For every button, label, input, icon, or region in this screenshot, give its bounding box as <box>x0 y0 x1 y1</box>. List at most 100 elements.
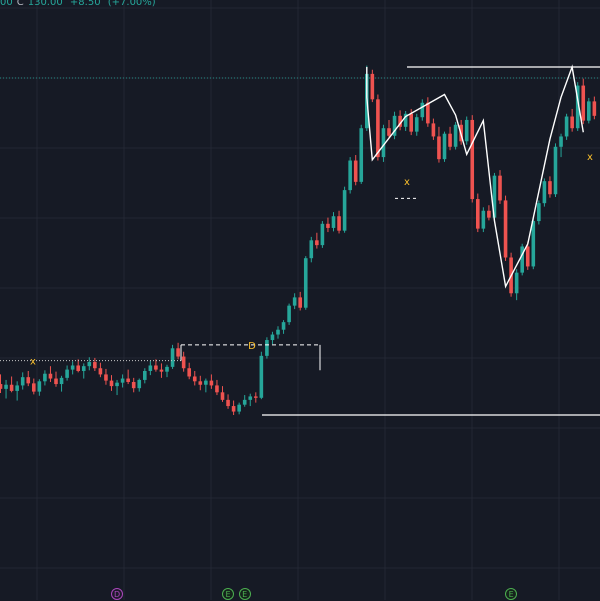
candle-body <box>320 223 325 246</box>
candle-body <box>226 399 230 407</box>
candle-body <box>414 117 419 132</box>
candle-body <box>9 384 14 391</box>
candle-body <box>281 322 286 330</box>
candle-body <box>48 373 53 379</box>
candle-body <box>337 216 341 231</box>
candle-body <box>542 181 547 204</box>
candle-body <box>76 365 80 371</box>
candle-body <box>381 128 386 158</box>
candle-body <box>531 221 536 267</box>
candle-body <box>65 369 69 378</box>
candle-body <box>109 380 114 387</box>
candle-body <box>392 115 397 136</box>
x-marker-label: x <box>587 152 593 163</box>
candle-body <box>26 377 31 384</box>
x-marker-label: x <box>404 177 410 188</box>
candle-body <box>37 381 42 392</box>
legend-close-value: 130.00 <box>27 0 63 8</box>
candle-body <box>4 384 8 389</box>
candle-body <box>254 396 258 398</box>
candle-body <box>220 392 225 400</box>
candle-body <box>181 356 186 369</box>
earnings-badge[interactable]: E <box>238 588 251 600</box>
candle-body <box>498 175 502 201</box>
candle-body <box>503 200 508 258</box>
candle-body <box>131 381 136 389</box>
x-marker-label: x <box>30 357 36 368</box>
candle-body <box>481 210 486 229</box>
candle-body <box>431 123 436 137</box>
candle-body <box>426 102 430 124</box>
candle-body <box>487 210 491 218</box>
candle-body <box>54 378 58 385</box>
candle-body <box>514 272 519 294</box>
candle-body <box>464 119 469 142</box>
candle-body <box>470 119 475 200</box>
legend-close-label: C <box>16 0 24 8</box>
earnings-badge[interactable]: E <box>222 588 235 600</box>
dividend-badge[interactable]: D <box>111 588 124 600</box>
candle-body <box>148 365 153 371</box>
candle-body <box>276 329 280 335</box>
candle-body <box>520 246 524 273</box>
candle-body <box>287 305 291 323</box>
candle-body <box>326 223 330 228</box>
candle-body <box>93 362 97 369</box>
candle-body <box>59 377 64 385</box>
candle-body <box>0 384 3 389</box>
candle-body <box>442 133 447 160</box>
candle-body <box>553 146 558 195</box>
candle-body <box>564 116 569 137</box>
candle-body <box>192 376 197 382</box>
candle-body <box>559 136 563 147</box>
candle-body <box>398 115 402 127</box>
candle-body <box>209 380 214 386</box>
candle-body <box>43 373 47 382</box>
candle-body <box>15 385 19 391</box>
candle-body <box>476 199 480 229</box>
candle-body <box>159 369 164 372</box>
candle-body <box>298 297 302 308</box>
candle-body <box>403 113 408 127</box>
candle-body <box>265 340 269 356</box>
candle-body <box>176 348 180 357</box>
candle-body <box>453 124 458 147</box>
candle-body <box>353 160 358 182</box>
candle-body <box>309 240 314 259</box>
d-marker-label: D <box>248 341 256 352</box>
candle-body <box>231 406 236 412</box>
candle-body <box>242 399 247 405</box>
legend-change-pct: (+7.00%) <box>107 0 156 8</box>
candle-body <box>70 365 75 370</box>
candle-body <box>126 378 130 382</box>
candle-body <box>303 258 308 308</box>
candle-body <box>20 377 25 386</box>
candle-body <box>342 190 347 231</box>
candle-body <box>437 136 441 160</box>
harmonic-pattern <box>366 64 584 289</box>
candle-body <box>170 348 175 367</box>
candle-body <box>292 297 297 306</box>
candle-body <box>187 368 191 377</box>
earnings-badge[interactable]: E <box>505 588 518 600</box>
candle-body <box>548 181 552 195</box>
candle-body <box>237 404 241 412</box>
candle-body <box>525 246 530 267</box>
candle-body <box>154 365 158 370</box>
candle-body <box>370 73 375 100</box>
candle-body <box>537 203 541 222</box>
candle-body <box>387 128 391 136</box>
candle-body <box>575 85 580 129</box>
candle-body <box>376 99 380 158</box>
candle-body <box>259 355 264 398</box>
candle-body <box>115 382 119 387</box>
candle-body <box>120 378 125 383</box>
candle-body <box>492 175 497 218</box>
ohlc-legend: 00 C 130.00 +8.50 (+7.00%) <box>0 0 160 8</box>
candle-body <box>315 240 319 246</box>
candle-body <box>137 379 142 389</box>
candle-body <box>409 113 413 132</box>
candle-body <box>592 101 597 116</box>
